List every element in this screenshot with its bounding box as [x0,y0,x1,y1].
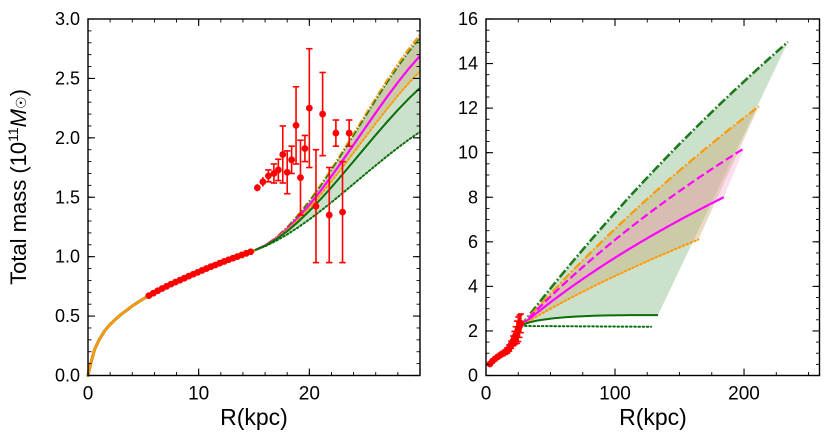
svg-text:0: 0 [468,366,478,386]
svg-text:16: 16 [458,9,478,29]
svg-text:4: 4 [468,276,478,296]
svg-text:12: 12 [458,98,478,118]
svg-text:14: 14 [458,54,478,74]
svg-text:2: 2 [468,321,478,341]
svg-text:100: 100 [599,384,631,405]
svg-text:0: 0 [83,384,94,405]
svg-text:10: 10 [458,143,478,163]
svg-text:200: 200 [728,384,760,405]
svg-text:20: 20 [299,384,320,405]
svg-text:0.5: 0.5 [55,306,80,326]
svg-text:3.0: 3.0 [55,9,80,29]
svg-text:6: 6 [468,232,478,252]
svg-text:1.0: 1.0 [55,247,80,267]
svg-text:2.5: 2.5 [55,68,80,88]
svg-text:10: 10 [188,384,209,405]
svg-text:2.0: 2.0 [55,128,80,148]
svg-text:0.0: 0.0 [55,366,80,386]
svg-text:0: 0 [481,384,492,405]
svg-text:8: 8 [468,187,478,207]
svg-text:1.5: 1.5 [55,187,80,207]
